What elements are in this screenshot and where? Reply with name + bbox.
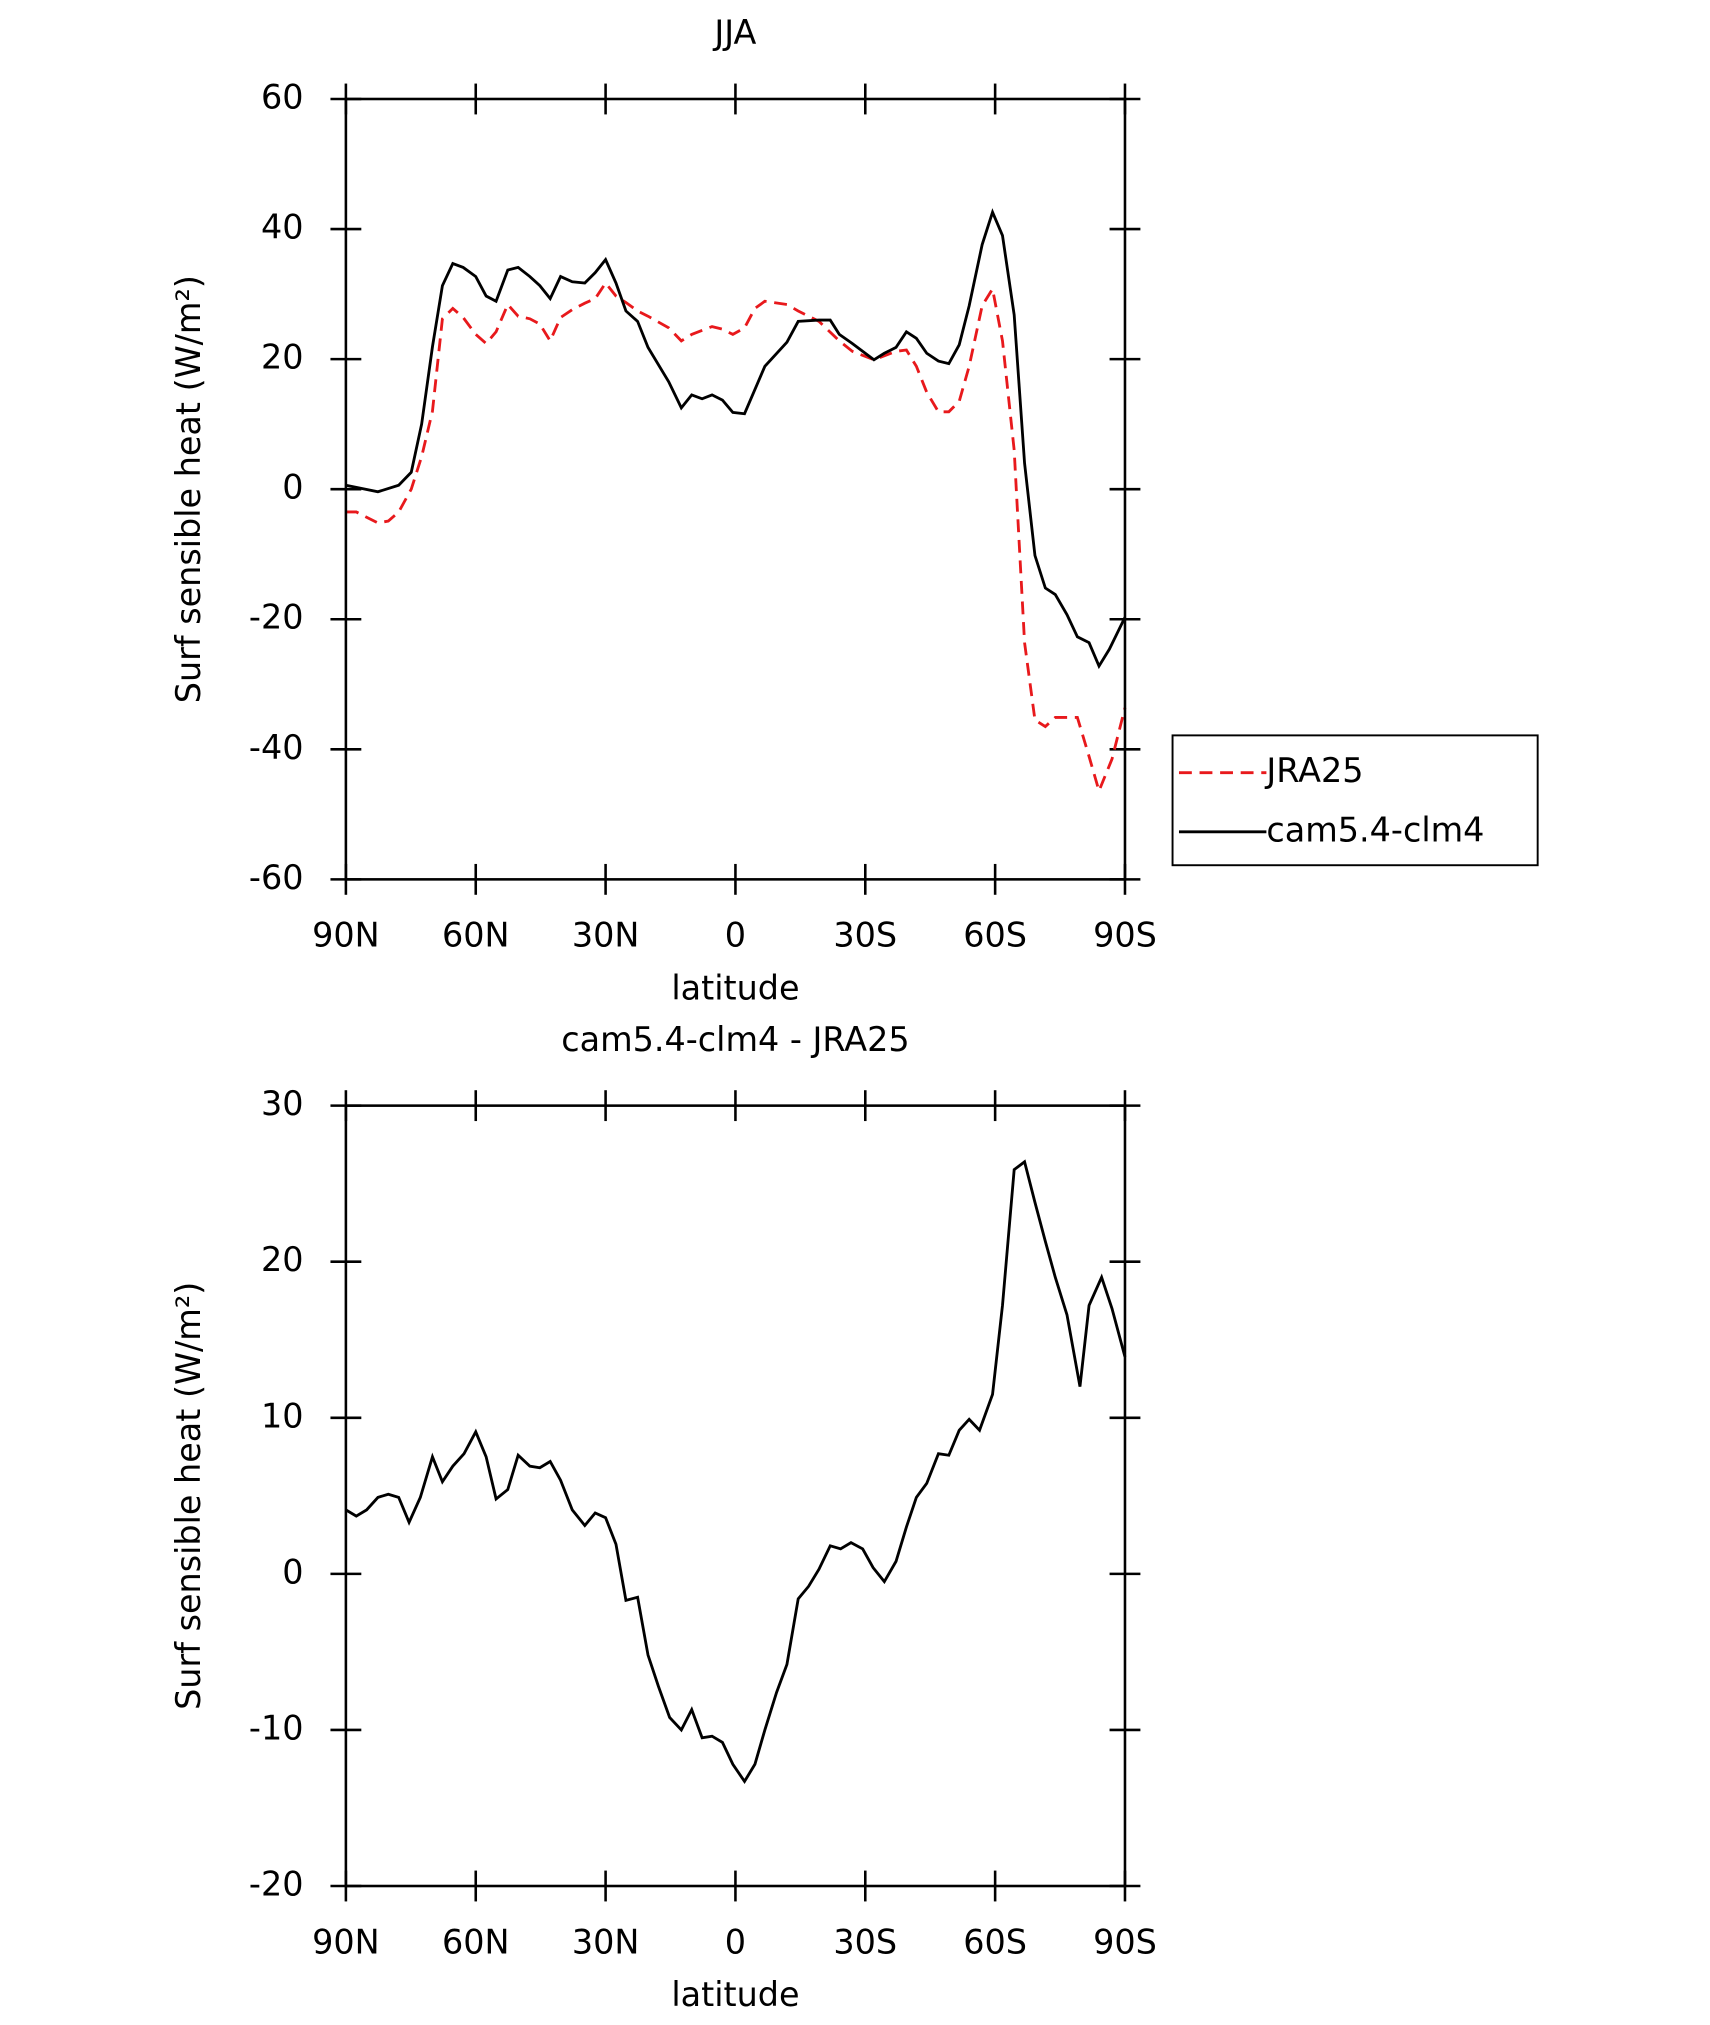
x-tick-label: 60S — [963, 1922, 1027, 1961]
y-tick-label: 30 — [261, 1084, 304, 1123]
y-tick-label: -10 — [249, 1708, 304, 1747]
x-tick-label: 60N — [442, 916, 510, 955]
x-tick-label: 60N — [442, 1922, 510, 1961]
data-line — [345, 1159, 1127, 1785]
x-tick-label: 0 — [725, 916, 746, 955]
y-tick-label: -20 — [249, 598, 304, 637]
chart-title: cam5.4-clm4 - JRA25 — [561, 1020, 909, 1059]
y-tick-label: 0 — [282, 1552, 303, 1591]
legend-label: cam5.4-clm4 — [1266, 810, 1484, 849]
x-tick-label: 90S — [1093, 916, 1157, 955]
y-tick-label: 10 — [261, 1396, 304, 1435]
y-tick-label: 60 — [261, 77, 304, 116]
legend-box — [1171, 734, 1539, 867]
x-tick-label: 90N — [312, 1922, 380, 1961]
x-tick-label: 30N — [572, 1922, 640, 1961]
x-tick-label: 60S — [963, 916, 1027, 955]
y-tick-label: -20 — [249, 1865, 304, 1904]
y-tick-label: -60 — [249, 858, 304, 897]
x-tick-label: 90S — [1093, 1922, 1157, 1961]
plot-frame — [344, 1104, 1127, 1888]
x-tick-label: 30S — [833, 916, 897, 955]
y-tick-label: 20 — [261, 1240, 304, 1279]
x-tick-label: 0 — [725, 1922, 746, 1961]
y-tick-label: 0 — [282, 468, 303, 507]
x-axis-label: latitude — [671, 968, 799, 1007]
x-axis-label: latitude — [671, 1975, 799, 2014]
data-line — [345, 280, 1127, 796]
y-tick-label: -40 — [249, 728, 304, 767]
x-tick-label: 90N — [312, 916, 380, 955]
chart-title: JJA — [712, 13, 756, 52]
data-line — [345, 208, 1127, 670]
y-axis-label: Surf sensible heat (W/m²) — [169, 275, 208, 703]
x-tick-label: 30N — [572, 916, 640, 955]
x-tick-label: 30S — [833, 1922, 897, 1961]
y-tick-label: 40 — [261, 208, 304, 247]
y-tick-label: 20 — [261, 338, 304, 377]
legend-label: JRA25 — [1264, 751, 1363, 790]
plot-frame — [344, 97, 1127, 881]
y-axis-label: Surf sensible heat (W/m²) — [169, 1282, 208, 1710]
